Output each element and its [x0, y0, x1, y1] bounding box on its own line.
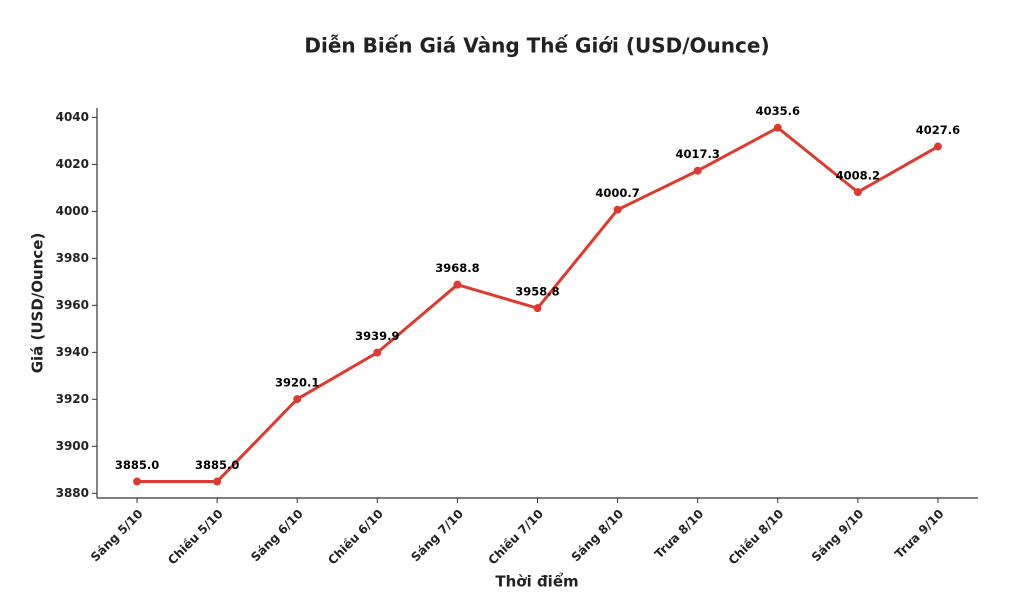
point [133, 477, 142, 486]
point [213, 477, 222, 486]
x-tick-label: Chiều 8/10 [726, 507, 787, 568]
x-tick-label: Chiều 5/10 [165, 507, 226, 568]
data-label: 4000.7 [595, 186, 639, 200]
x-tick-label: Chiều 7/10 [485, 507, 546, 568]
y-tick-label: 4000 [56, 204, 89, 218]
data-label: 4008.2 [836, 169, 880, 183]
data-label: 3958.8 [515, 285, 559, 299]
data-label: 3939.9 [355, 329, 399, 343]
y-tick-label: 3940 [56, 345, 89, 359]
y-tick-label: 3960 [56, 298, 89, 312]
point [293, 395, 302, 404]
data-label: 3885.0 [115, 458, 159, 472]
y-tick-label: 3900 [56, 439, 89, 453]
x-tick-label: Chiều 6/10 [325, 507, 386, 568]
point [373, 348, 382, 357]
x-tick-label: Sáng 9/10 [809, 507, 867, 565]
y-tick-label: 4020 [56, 157, 89, 171]
x-tick-label: Sáng 8/10 [569, 507, 627, 565]
y-tick-label: 3920 [56, 392, 89, 406]
point [533, 304, 542, 313]
data-label: 4027.6 [916, 123, 960, 137]
y-axis-label: Giá (USD/Ounce) [29, 233, 47, 374]
data-label: 3968.8 [435, 261, 479, 275]
data-label: 4017.3 [675, 147, 719, 161]
x-tick-label: Trưa 8/10 [652, 507, 706, 561]
x-tick-label: Sáng 6/10 [248, 507, 306, 565]
point [773, 123, 782, 132]
data-label: 4035.6 [756, 104, 800, 118]
point [693, 166, 702, 175]
chart-title: Diễn Biến Giá Vàng Thế Giới (USD/Ounce) [304, 34, 769, 58]
point [453, 280, 462, 289]
y-tick-label: 3880 [56, 486, 89, 500]
point [853, 188, 862, 197]
x-tick-label: Sáng 5/10 [88, 507, 146, 565]
data-label: 3885.0 [195, 458, 239, 472]
point [933, 142, 942, 151]
data-label: 3920.1 [275, 376, 319, 390]
x-axis-label: Thời điểm [495, 572, 578, 591]
x-tick-label: Sáng 7/10 [408, 507, 466, 565]
point [613, 205, 622, 214]
y-tick-label: 4040 [56, 110, 89, 124]
y-tick-label: 3980 [56, 251, 89, 265]
x-tick-label: Trưa 9/10 [892, 507, 946, 561]
